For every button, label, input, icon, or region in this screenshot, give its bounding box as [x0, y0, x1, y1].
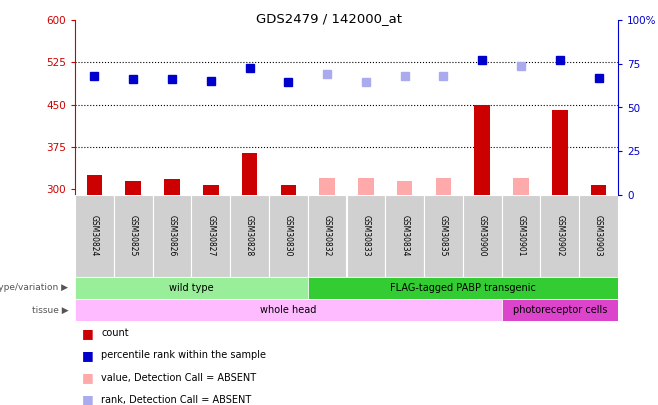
Text: GSM30902: GSM30902	[555, 215, 565, 257]
Text: GSM30827: GSM30827	[206, 215, 215, 257]
Bar	[75, 195, 114, 277]
Text: GSM30824: GSM30824	[90, 215, 99, 257]
Text: GSM30828: GSM30828	[245, 215, 254, 257]
Bar	[463, 195, 501, 277]
Bar	[75, 277, 308, 299]
Bar	[153, 195, 191, 277]
Text: photoreceptor cells: photoreceptor cells	[513, 305, 607, 315]
Bar	[230, 195, 269, 277]
Text: GSM30826: GSM30826	[168, 215, 176, 257]
Bar	[308, 277, 618, 299]
Bar	[474, 104, 490, 195]
Text: GDS2479 / 142000_at: GDS2479 / 142000_at	[256, 12, 402, 25]
Bar	[397, 181, 413, 195]
Bar	[358, 178, 374, 195]
Bar	[436, 178, 451, 195]
Text: GSM30825: GSM30825	[129, 215, 138, 257]
Text: GSM30835: GSM30835	[439, 215, 448, 257]
Text: percentile rank within the sample: percentile rank within the sample	[101, 350, 266, 360]
Bar	[280, 185, 296, 195]
Text: GSM30903: GSM30903	[594, 215, 603, 257]
Bar	[308, 195, 347, 277]
Bar	[579, 195, 618, 277]
Text: whole head: whole head	[260, 305, 316, 315]
Bar	[591, 185, 607, 195]
Text: ■: ■	[82, 349, 93, 362]
Text: GSM30832: GSM30832	[322, 215, 332, 257]
Bar	[540, 195, 579, 277]
Text: GSM30833: GSM30833	[361, 215, 370, 257]
Text: count: count	[101, 328, 129, 338]
Text: tissue ▶: tissue ▶	[32, 305, 68, 315]
Text: GSM30834: GSM30834	[400, 215, 409, 257]
Text: rank, Detection Call = ABSENT: rank, Detection Call = ABSENT	[101, 395, 251, 405]
Text: GSM30830: GSM30830	[284, 215, 293, 257]
Text: value, Detection Call = ABSENT: value, Detection Call = ABSENT	[101, 373, 257, 383]
Text: ■: ■	[82, 394, 93, 405]
Bar	[114, 195, 153, 277]
Bar	[87, 175, 102, 195]
Bar	[75, 299, 501, 321]
Text: ■: ■	[82, 327, 93, 340]
Bar	[191, 195, 230, 277]
Bar	[501, 195, 540, 277]
Text: ■: ■	[82, 371, 93, 384]
Bar	[347, 195, 386, 277]
Text: GSM30900: GSM30900	[478, 215, 487, 257]
Bar	[513, 178, 529, 195]
Text: wild type: wild type	[169, 283, 214, 293]
Text: GSM30901: GSM30901	[517, 215, 526, 257]
Bar	[203, 185, 218, 195]
Bar	[552, 110, 568, 195]
Bar	[164, 179, 180, 195]
Bar	[386, 195, 424, 277]
Bar	[501, 299, 618, 321]
Bar	[241, 153, 257, 195]
Bar	[319, 178, 335, 195]
Bar	[126, 181, 141, 195]
Text: FLAG-tagged PABP transgenic: FLAG-tagged PABP transgenic	[390, 283, 536, 293]
Bar	[424, 195, 463, 277]
Bar	[269, 195, 308, 277]
Text: genotype/variation ▶: genotype/variation ▶	[0, 284, 68, 292]
